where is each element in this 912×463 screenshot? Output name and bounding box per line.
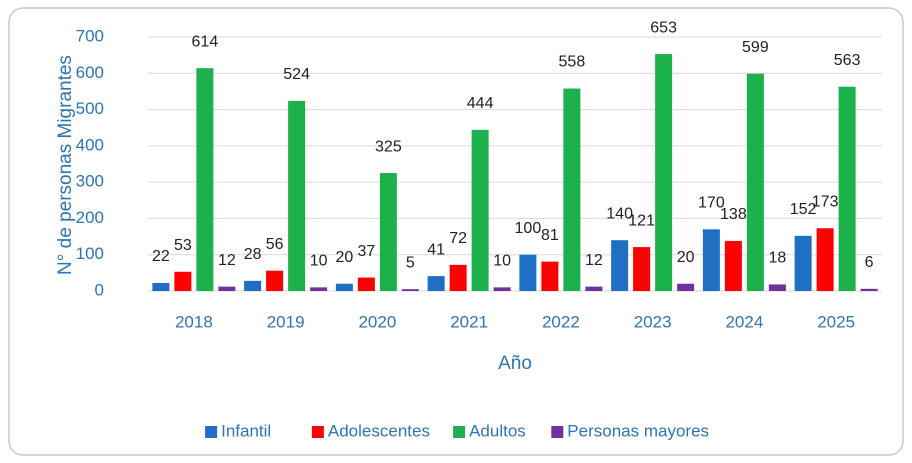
data-label: 140 (606, 205, 633, 222)
y-tick-label: 600 (76, 63, 104, 82)
bar (174, 271, 192, 291)
data-label: 170 (698, 195, 725, 212)
data-label: 12 (218, 252, 236, 269)
bar (724, 240, 742, 291)
bar (310, 287, 328, 291)
x-tick-label: 2019 (267, 312, 305, 331)
y-tick-label: 300 (76, 172, 104, 191)
bar (794, 235, 812, 291)
data-label: 37 (357, 243, 375, 260)
legend-label: Adultos (469, 421, 526, 440)
data-label: 10 (310, 253, 328, 270)
bar (266, 270, 284, 291)
legend-label: Personas mayores (567, 421, 709, 440)
data-label: 53 (174, 237, 192, 254)
bar (816, 228, 834, 291)
legend-label: Adolescentes (328, 421, 430, 440)
data-label: 5 (406, 254, 415, 271)
x-axis-label: Año (498, 353, 532, 374)
bar (541, 261, 559, 291)
bar (563, 88, 581, 291)
bar (585, 286, 603, 291)
data-label: 18 (768, 250, 786, 267)
bar (152, 283, 170, 291)
bar (655, 54, 673, 291)
bar (401, 289, 419, 291)
bar (379, 173, 397, 291)
bar (519, 254, 537, 291)
bar (860, 288, 878, 291)
x-tick-label: 2018 (175, 312, 213, 331)
y-tick-label: 700 (76, 26, 104, 45)
data-label: 558 (559, 54, 586, 71)
data-label: 121 (628, 212, 655, 229)
bar (677, 283, 695, 291)
bar (288, 100, 306, 291)
y-tick-label: 100 (76, 244, 104, 263)
data-label: 56 (266, 236, 284, 253)
bar (493, 287, 511, 291)
y-axis-label: N° de personas Migrantes (55, 55, 76, 275)
data-label: 599 (742, 39, 769, 56)
data-label: 41 (427, 241, 445, 258)
bar (768, 284, 786, 291)
bar (357, 277, 375, 291)
legend-swatch (551, 426, 564, 438)
legend-swatch (205, 426, 218, 438)
bar (471, 129, 489, 291)
data-label: 152 (790, 201, 817, 218)
bar (702, 229, 720, 291)
bar (838, 86, 856, 291)
bar (335, 283, 353, 291)
data-label: 100 (515, 220, 542, 237)
bar (746, 73, 764, 291)
x-tick-label: 2025 (817, 312, 855, 331)
data-label: 12 (585, 252, 603, 269)
bar (449, 264, 467, 291)
data-label: 138 (720, 206, 747, 223)
data-label: 22 (152, 248, 170, 265)
y-tick-label: 400 (76, 135, 104, 154)
bar (218, 286, 236, 291)
data-label: 614 (192, 33, 219, 50)
data-label: 173 (812, 193, 839, 210)
bar (196, 68, 214, 291)
data-label: 10 (493, 253, 511, 270)
data-label: 563 (834, 52, 861, 69)
data-label: 20 (677, 249, 695, 266)
data-label: 72 (449, 230, 467, 247)
data-label: 524 (283, 66, 310, 83)
legend-swatch (453, 426, 466, 438)
y-tick-label: 200 (76, 208, 104, 227)
x-tick-label: 2020 (358, 312, 396, 331)
data-label: 28 (244, 246, 262, 263)
data-label: 444 (467, 95, 494, 112)
bar (611, 240, 629, 291)
x-tick-label: 2024 (725, 312, 763, 331)
y-tick-label: 0 (95, 280, 104, 299)
x-tick-label: 2022 (542, 312, 580, 331)
data-label: 653 (650, 19, 677, 36)
bar (633, 247, 651, 291)
bar (427, 276, 445, 291)
x-tick-label: 2021 (450, 312, 488, 331)
x-tick-label: 2023 (634, 312, 672, 331)
bar (244, 280, 262, 291)
legend-label: Infantil (221, 421, 271, 440)
data-label: 20 (335, 249, 353, 266)
data-label: 81 (541, 227, 559, 244)
y-tick-label: 500 (76, 99, 104, 118)
data-label: 325 (375, 138, 402, 155)
chart-frame (8, 7, 904, 456)
legend-swatch (311, 426, 324, 438)
data-label: 6 (865, 254, 874, 271)
